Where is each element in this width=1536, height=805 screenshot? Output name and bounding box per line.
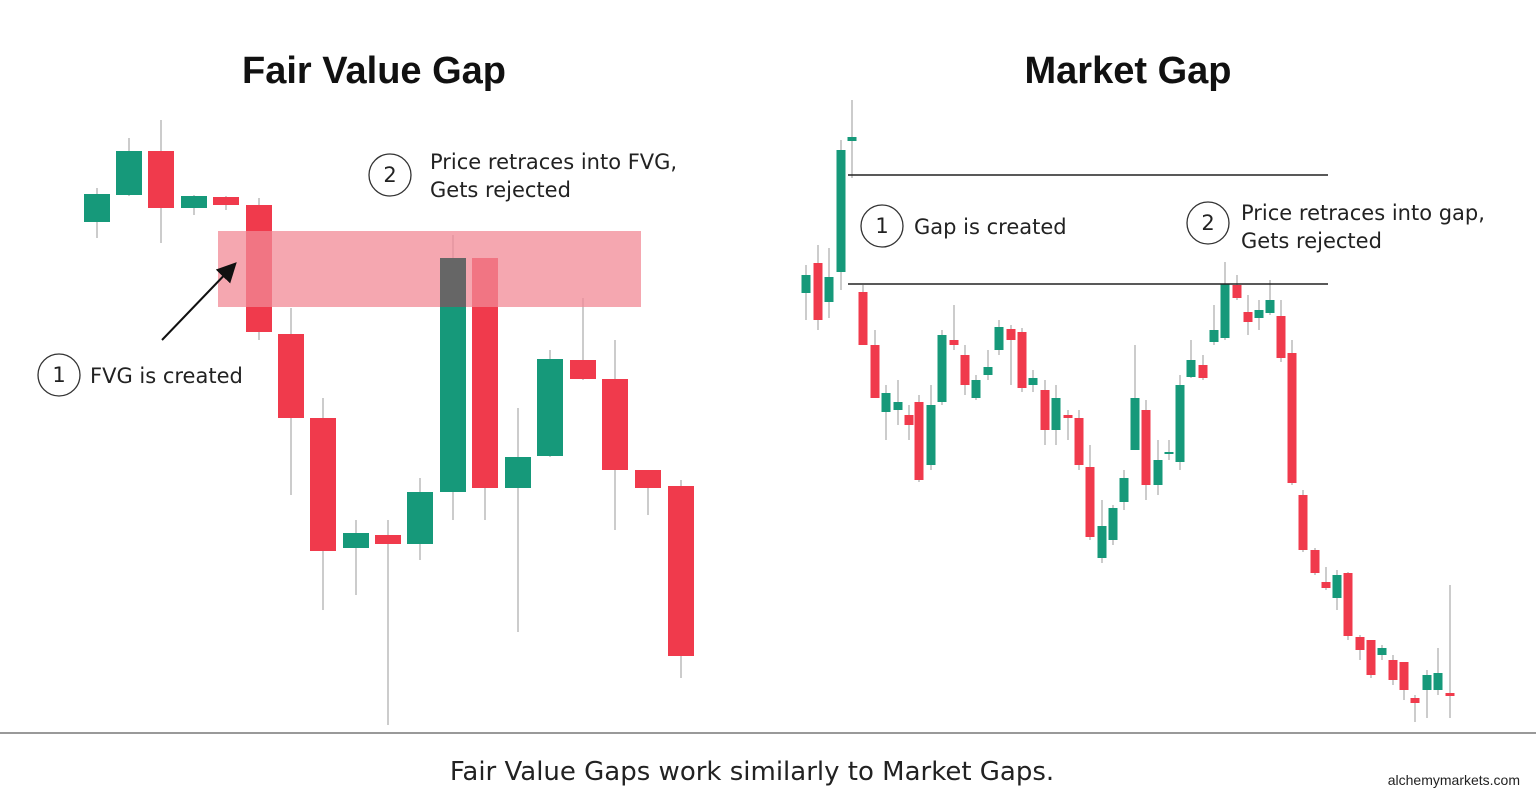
source: alchemymarkets.com <box>1388 772 1520 788</box>
candle-body <box>1119 478 1129 502</box>
step-text: Price retraces into gap, <box>1241 201 1485 225</box>
arrow <box>161 262 237 341</box>
step-text: Gap is created <box>914 215 1067 239</box>
step-number: 1 <box>52 363 65 387</box>
candle-body <box>1321 582 1331 588</box>
candle-body <box>116 151 142 195</box>
fvg-zone <box>218 231 641 307</box>
candle-body <box>1366 640 1376 675</box>
candle-body <box>1332 575 1342 598</box>
candle-body <box>1186 360 1196 377</box>
candle-body <box>847 137 857 141</box>
candle-body <box>537 359 563 456</box>
candle-body <box>1298 495 1308 550</box>
candle-body <box>1410 698 1420 703</box>
candle-body <box>1006 329 1016 340</box>
step-number: 2 <box>1201 211 1214 235</box>
step-number: 2 <box>383 163 396 187</box>
candle-body <box>84 194 110 222</box>
candle-body <box>1085 467 1095 537</box>
candle-body <box>960 355 970 385</box>
step-circle <box>860 204 904 248</box>
candle-body <box>407 492 433 544</box>
step-text: Gets rejected <box>430 178 571 202</box>
candle-body <box>949 340 959 345</box>
step-text: Price retraces into FVG, <box>430 150 677 174</box>
left-title: Fair Value Gap <box>242 50 506 92</box>
step-number: 1 <box>875 214 888 238</box>
candle-body <box>1377 648 1387 655</box>
candle-body <box>1130 398 1140 450</box>
candle-body <box>1343 573 1353 636</box>
step-text: FVG is created <box>90 364 243 388</box>
candle-body <box>668 486 694 656</box>
candle-body <box>375 535 401 544</box>
candle-body <box>505 457 531 488</box>
candle-body <box>1388 660 1398 680</box>
candle-body <box>1175 385 1185 462</box>
candle-body <box>870 345 880 398</box>
candle-body <box>1220 284 1230 338</box>
candle-body <box>343 533 369 548</box>
candle-body <box>1097 526 1107 558</box>
candle-body <box>1074 418 1084 465</box>
candle-body <box>926 405 936 465</box>
candle-body <box>148 151 174 208</box>
candle-body <box>278 334 304 418</box>
candle-body <box>904 415 914 425</box>
candle-body <box>213 197 239 205</box>
candle-body <box>836 150 846 272</box>
candle-body <box>1153 460 1163 485</box>
fvg-overlap <box>440 258 466 307</box>
candle-body <box>914 402 924 480</box>
candle-body <box>1051 398 1061 430</box>
caption: Fair Value Gaps work similarly to Market… <box>450 757 1054 787</box>
candle-body <box>971 380 981 398</box>
step-circle <box>1186 201 1230 245</box>
candle-body <box>1198 365 1208 378</box>
candle-body <box>1209 330 1219 342</box>
candle-body <box>1232 285 1242 298</box>
candle-body <box>635 470 661 488</box>
candles <box>84 100 1455 725</box>
candle-body <box>1310 550 1320 573</box>
candle-body <box>1445 693 1455 696</box>
candle-body <box>1108 508 1118 540</box>
candle-body <box>1355 637 1365 650</box>
candle-body <box>310 418 336 551</box>
candle-body <box>858 292 868 345</box>
candle-body <box>1164 452 1174 454</box>
candle-body <box>881 393 891 412</box>
candle-body <box>1040 390 1050 430</box>
step-text: Gets rejected <box>1241 229 1382 253</box>
candle-body <box>994 327 1004 350</box>
step-circle <box>368 153 412 197</box>
candle-body <box>1433 673 1443 690</box>
candle-body <box>813 263 823 320</box>
candle-body <box>1141 410 1151 485</box>
candle-body <box>824 277 834 302</box>
candle-body <box>1287 353 1297 483</box>
candle-body <box>181 196 207 208</box>
candle-body <box>937 335 947 402</box>
candle-body <box>570 360 596 379</box>
candle-body <box>1017 332 1027 388</box>
step-circle <box>37 353 81 397</box>
candle-body <box>1243 312 1253 322</box>
candle-body <box>1063 415 1073 418</box>
candle-body <box>1276 316 1286 358</box>
right-title: Market Gap <box>1025 50 1232 92</box>
candle-body <box>1028 378 1038 385</box>
candle-body <box>602 379 628 470</box>
candle-body <box>1399 662 1409 690</box>
candle-body <box>1265 300 1275 313</box>
candle-body <box>983 367 993 375</box>
candle-body <box>893 402 903 410</box>
candle-body <box>801 275 811 293</box>
candle-body <box>1422 675 1432 690</box>
candle-body <box>1254 310 1264 318</box>
